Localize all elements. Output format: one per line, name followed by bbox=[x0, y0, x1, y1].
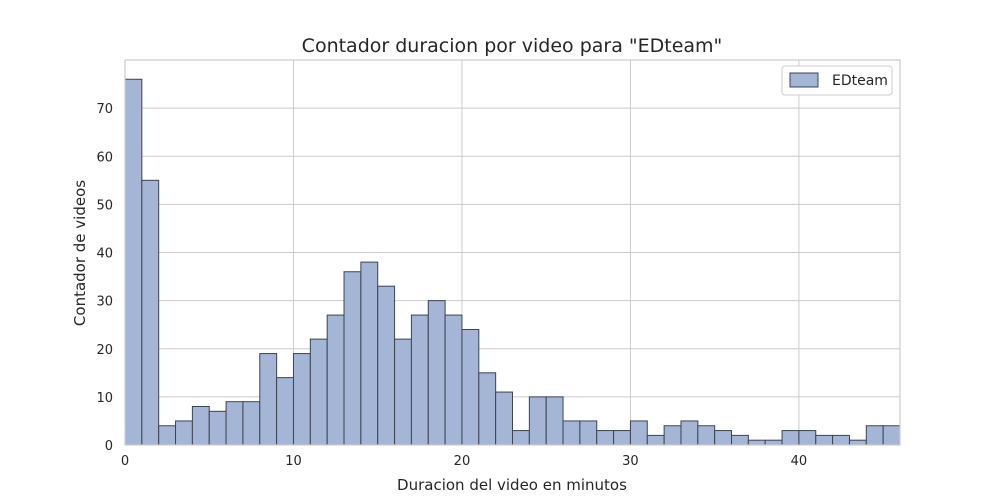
histogram-bar bbox=[444, 314, 463, 446]
y-tick-label: 40 bbox=[96, 247, 113, 262]
histogram-bar bbox=[680, 420, 699, 446]
histogram-bar bbox=[343, 271, 362, 446]
y-tick-label: 70 bbox=[96, 102, 113, 117]
y-tick-label: 50 bbox=[96, 198, 113, 213]
histogram-bar bbox=[360, 261, 379, 446]
histogram-bar bbox=[377, 285, 396, 446]
histogram-bar bbox=[545, 396, 564, 446]
y-tick-label: 0 bbox=[105, 439, 113, 454]
histogram-bar bbox=[562, 420, 581, 446]
y-tick-label: 20 bbox=[96, 343, 113, 358]
x-axis-label: Duracion del video en minutos bbox=[397, 476, 627, 494]
histogram-bar bbox=[646, 434, 665, 446]
y-tick-label: 30 bbox=[96, 295, 113, 310]
histogram-bar bbox=[781, 430, 800, 446]
histogram-bar bbox=[764, 439, 783, 446]
histogram-bar bbox=[714, 430, 733, 446]
histogram-bar bbox=[158, 425, 177, 446]
histogram-bar bbox=[865, 425, 884, 446]
histogram-bar bbox=[242, 401, 261, 446]
histogram-bar bbox=[461, 329, 480, 446]
x-tick-label: 30 bbox=[622, 454, 639, 469]
histogram-bar bbox=[394, 338, 412, 446]
histogram-bar bbox=[815, 434, 834, 446]
histogram-bar bbox=[747, 439, 766, 446]
histogram-bar bbox=[848, 439, 867, 446]
y-tick-labels: 0 10 20 30 40 50 60 70 bbox=[96, 102, 113, 454]
y-tick-label: 60 bbox=[96, 150, 113, 165]
chart-title: Contador duracion por video para "EDteam… bbox=[302, 35, 723, 57]
plot-frame bbox=[124, 59, 901, 446]
histogram-bar bbox=[731, 434, 749, 446]
legend-label: EDteam bbox=[832, 73, 888, 89]
histogram-bar bbox=[697, 425, 716, 446]
histogram-bar bbox=[326, 314, 345, 446]
histogram-bar bbox=[141, 179, 160, 446]
x-tick-label: 0 bbox=[121, 454, 129, 469]
histogram-bar bbox=[427, 300, 446, 446]
histogram-bar bbox=[225, 401, 244, 446]
x-tick-label: 10 bbox=[285, 454, 302, 469]
histogram-bar bbox=[579, 420, 598, 446]
x-tick-label: 40 bbox=[791, 454, 808, 469]
y-axis-label: Contador de videos bbox=[71, 180, 89, 326]
histogram-bar bbox=[191, 406, 210, 446]
y-tick-label: 10 bbox=[96, 391, 113, 406]
x-tick-labels: 0 10 20 30 40 bbox=[121, 454, 807, 469]
x-tick-label: 20 bbox=[454, 454, 471, 469]
histogram-bar bbox=[208, 410, 227, 446]
histogram-bar bbox=[528, 396, 547, 446]
histogram-bar bbox=[410, 314, 429, 446]
histogram-bar bbox=[309, 338, 328, 446]
histogram-bar bbox=[175, 420, 193, 446]
histogram-bar bbox=[478, 372, 497, 446]
bars bbox=[124, 78, 901, 446]
grid-lines bbox=[124, 60, 900, 446]
legend-swatch bbox=[789, 72, 819, 88]
histogram-bar bbox=[663, 425, 682, 446]
histogram-bar bbox=[276, 377, 294, 446]
histogram-bar bbox=[596, 430, 615, 446]
histogram-bar bbox=[798, 430, 817, 446]
histogram-bar bbox=[512, 430, 530, 446]
histogram-bar bbox=[629, 420, 648, 446]
histogram-bar bbox=[259, 353, 278, 446]
legend: EDteam bbox=[781, 65, 893, 96]
histogram-bar bbox=[882, 425, 901, 446]
histogram-bar bbox=[495, 391, 513, 446]
histogram-bar bbox=[124, 78, 143, 446]
histogram-bar bbox=[613, 430, 631, 446]
histogram-bar bbox=[292, 353, 311, 446]
histogram-bar bbox=[832, 434, 850, 446]
